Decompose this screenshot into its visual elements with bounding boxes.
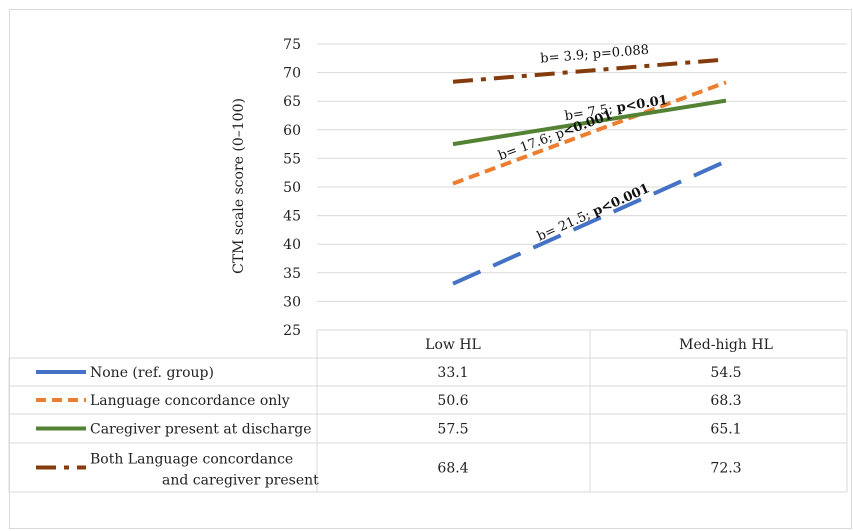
table-value: 72.3 [710,461,741,477]
table-value: 68.4 [437,461,468,477]
series-line [452,57,727,84]
table-value: 50.6 [437,393,468,409]
table-value: 33.1 [437,365,468,381]
y-tick-label: 65 [283,94,301,110]
y-tick-label: 50 [283,180,301,196]
series-line [452,80,727,186]
y-tick-label: 25 [283,323,301,339]
legend-label: and caregiver present [162,473,319,489]
table-value: 54.5 [710,365,741,381]
y-axis: 25 30 35 40 45 50 55 60 65 70 75 [283,37,301,339]
gridlines [317,43,847,331]
chart-frame [9,9,852,529]
y-tick-label: 70 [283,66,301,82]
x-category-label: Med-high HL [679,337,773,353]
y-axis-label: CTM scale score (0–100) [231,98,247,274]
table-value: 68.3 [710,393,741,409]
series-line [452,159,727,286]
y-tick-label: 55 [283,151,301,167]
data-table: Low HL Med-high HL None (ref. group) 33.1 54… [8,329,848,493]
table-value: 57.5 [437,422,468,438]
table-value: 65.1 [710,422,741,438]
legend-label: Both Language concordance [90,452,293,468]
y-tick-label: 35 [283,266,301,282]
slope-annotation: b= 21.5; p<0.001 [535,181,652,244]
y-tick-label: 45 [283,209,301,225]
y-tick-label: 75 [283,37,301,53]
series-line [452,98,727,147]
slope-annotation: b= 3.9; p=0.088 [540,43,650,67]
y-tick-label: 40 [283,237,301,253]
y-tick-label: 30 [283,294,301,310]
legend-label: Language concordance only [90,393,290,409]
y-tick-label: 60 [283,123,301,139]
legend-label: Caregiver present at discharge [90,422,312,438]
legend-label: None (ref. group) [90,365,214,381]
x-category-label: Low HL [425,337,481,353]
series-lines [452,57,727,286]
